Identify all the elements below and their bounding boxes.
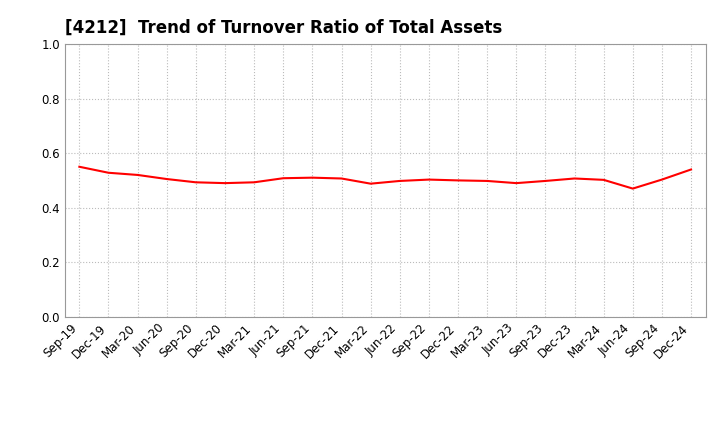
Text: [4212]  Trend of Turnover Ratio of Total Assets: [4212] Trend of Turnover Ratio of Total … bbox=[65, 19, 502, 37]
